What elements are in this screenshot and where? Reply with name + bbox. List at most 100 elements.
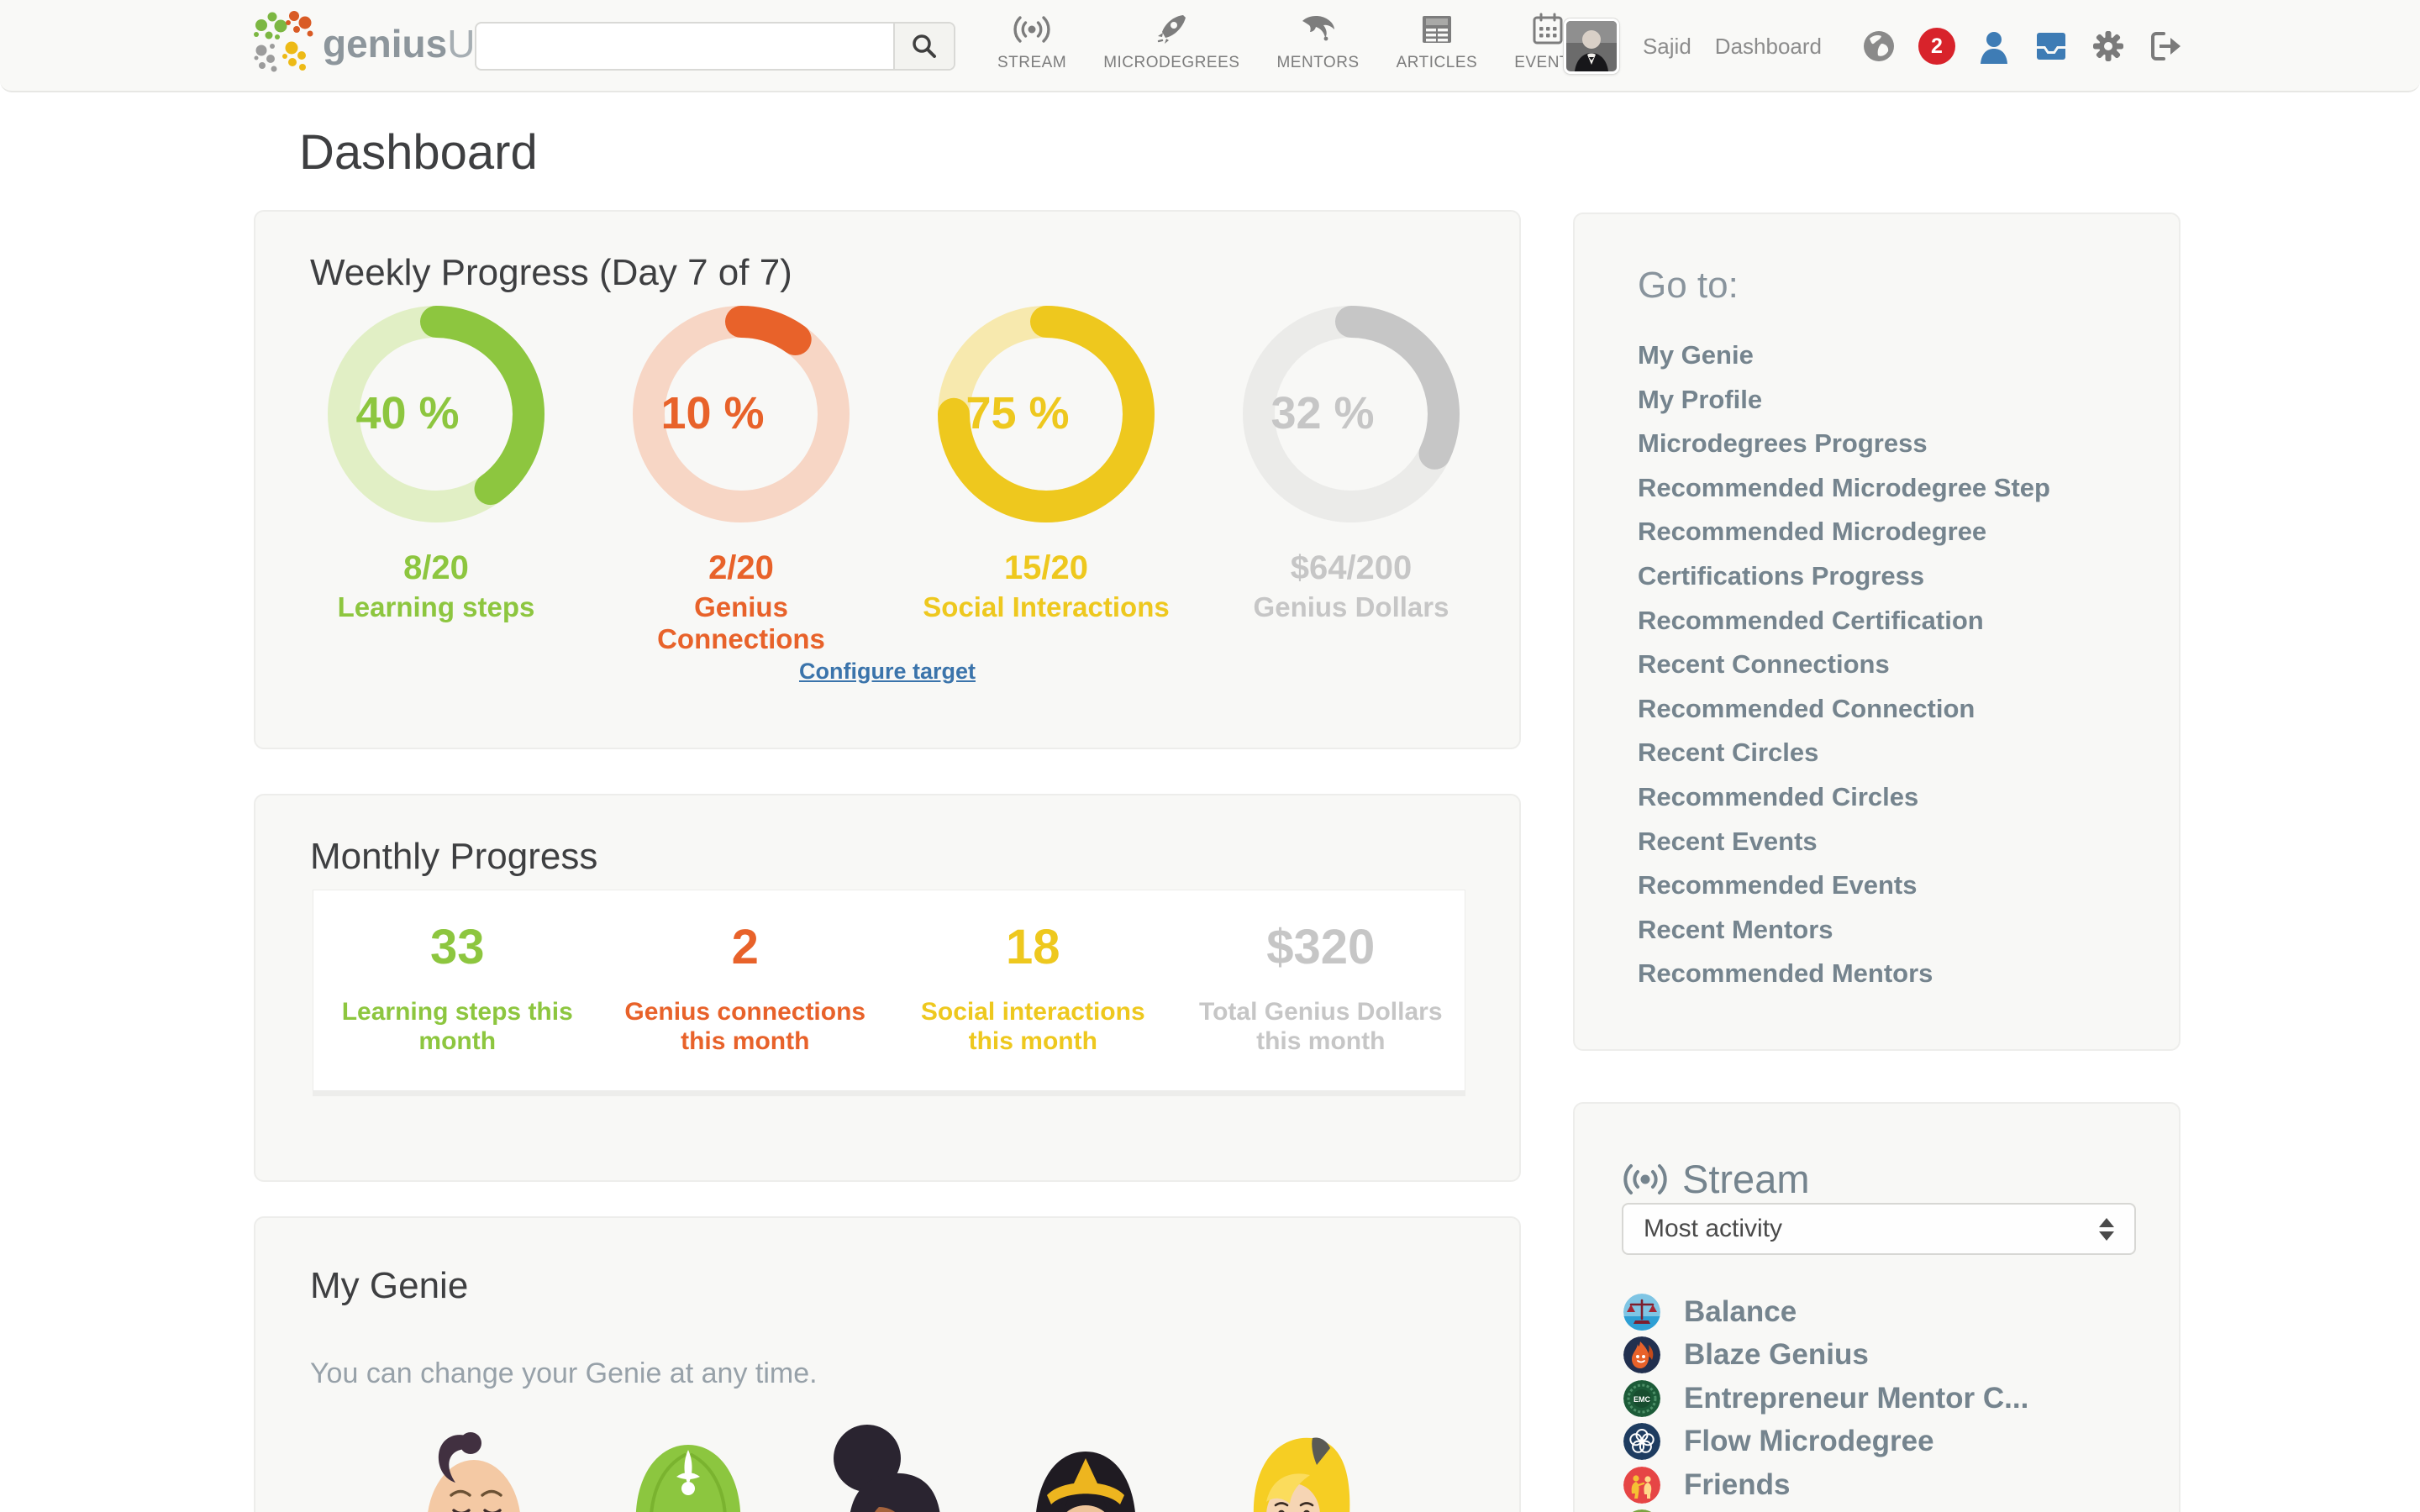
stream-item-friends[interactable]: Friends [1623, 1463, 2144, 1507]
goto-link-recommended-microdegree-step[interactable]: Recommended Microdegree Step [1638, 472, 2050, 502]
my-genie-title: My Genie [310, 1265, 469, 1306]
goto-link-recommended-mentors[interactable]: Recommended Mentors [1638, 958, 1933, 989]
stream-title: Stream [1682, 1157, 1810, 1201]
nav-item-articles[interactable]: ARTICLES [1397, 10, 1478, 72]
gauge-label: Learning steps [337, 591, 535, 622]
goto-link-recent-connections[interactable]: Recent Connections [1638, 649, 1890, 680]
nav-item-stream[interactable]: STREAM [997, 10, 1066, 72]
stream-card: Stream Most activity Balance [1573, 1102, 2181, 1512]
configure-target-link[interactable]: Configure target [798, 659, 976, 684]
donut-chart: 32 % [1243, 306, 1460, 522]
flow-flower-icon [1623, 1423, 1660, 1461]
user-avatar[interactable] [1563, 18, 1619, 74]
donut-chart: 75 % [938, 306, 1155, 522]
stream-item-balance[interactable]: Balance [1623, 1290, 2144, 1334]
stat-social-interactions: 18 Social interactions this month [889, 890, 1177, 1090]
stream-item-label: Balance [1684, 1294, 1797, 1328]
globe-icon[interactable] [1861, 29, 1897, 64]
nav-item-microdegrees[interactable]: MICRODEGREES [1103, 10, 1239, 72]
svg-text:EMC: EMC [1634, 1395, 1651, 1404]
go-to-title: Go to: [1638, 265, 1739, 306]
stat-value: $320 [1266, 920, 1376, 974]
user-name[interactable]: Sajid [1642, 33, 1691, 59]
gauge-genius-dollars: 32 % $64/200 Genius Dollars [1243, 306, 1460, 622]
page-title: Dashboard [299, 125, 538, 180]
stream-header: Stream [1623, 1156, 1810, 1202]
select-arrows-icon [2099, 1217, 2114, 1241]
gauge-label: Genius Dollars [1253, 591, 1449, 622]
gauge-genius-connections: 10 % 2/20 Genius Connections [633, 306, 850, 654]
header-icons: 2 [1850, 28, 2193, 65]
newspaper-icon [1420, 10, 1454, 49]
goto-link-recommended-circles[interactable]: Recommended Circles [1638, 781, 1919, 811]
stream-item-label: Friends [1684, 1467, 1791, 1501]
goto-link-certifications-progress[interactable]: Certifications Progress [1638, 560, 1925, 591]
gauge-value: 2/20 [708, 549, 774, 586]
donut-chart: 40 % [328, 306, 544, 522]
genie-avatar-turban[interactable] [621, 1418, 755, 1512]
gauge-percent: 75 % [965, 387, 1070, 438]
goto-link-recommended-connection[interactable]: Recommended Connection [1638, 693, 1975, 723]
balance-icon [1623, 1293, 1660, 1331]
goto-link-recent-circles[interactable]: Recent Circles [1638, 738, 1819, 768]
gauge-label: Genius Connections [657, 591, 825, 654]
stream-item-partial[interactable] [1623, 1507, 2144, 1512]
my-genie-card: My Genie You can change your Genie at an… [254, 1216, 1521, 1512]
stat-genius-connections: 2 Genius connections this month [602, 890, 890, 1090]
genie-avatar-princess[interactable] [1018, 1418, 1153, 1512]
stream-item-blaze-genius[interactable]: Blaze Genius [1623, 1334, 2144, 1378]
gauge-percent: 10 % [660, 387, 765, 438]
genie-avatar-blonde[interactable] [1231, 1418, 1365, 1512]
monthly-progress-title: Monthly Progress [310, 836, 598, 877]
inbox-icon[interactable] [2033, 29, 2070, 63]
stat-label: Social interactions this month [920, 998, 1145, 1056]
group-icon [1623, 1509, 1660, 1512]
goto-link-recommended-certification[interactable]: Recommended Certification [1638, 605, 1984, 635]
genie-avatar-monk[interactable] [405, 1418, 539, 1512]
go-to-list: My Genie My Profile Microdegrees Progres… [1638, 333, 2050, 996]
goto-link-my-genie[interactable]: My Genie [1638, 340, 1754, 370]
search-button[interactable] [893, 24, 954, 69]
nav-item-mentors[interactable]: MENTORS [1276, 10, 1359, 72]
stream-filter-select[interactable]: Most activity [1622, 1203, 2136, 1255]
goto-link-recent-events[interactable]: Recent Events [1638, 826, 1818, 856]
search-input[interactable] [476, 24, 893, 69]
goto-link-recent-mentors[interactable]: Recent Mentors [1638, 914, 1833, 944]
primary-nav: STREAM MICRODEGREES [979, 10, 1599, 72]
stat-value: 18 [1005, 920, 1060, 974]
gauge-value: $64/200 [1290, 549, 1413, 586]
stat-value: 33 [429, 920, 485, 974]
stream-item-entrepreneur-mentor[interactable]: EMC Entrepreneur Mentor C... [1623, 1377, 2144, 1420]
stat-label: Learning steps this month [341, 998, 573, 1056]
sign-out-icon[interactable] [2147, 30, 2182, 62]
stat-learning-steps: 33 Learning steps this month [313, 890, 602, 1090]
monthly-progress-card: Monthly Progress 33 Learning steps this … [254, 794, 1521, 1182]
nav-label: MICRODEGREES [1103, 54, 1240, 71]
user-area: Sajid Dashboard 2 [1563, 0, 2193, 92]
genie-avatar-bun[interactable] [823, 1418, 958, 1512]
stat-genius-dollars: $320 Total Genius Dollars this month [1177, 890, 1465, 1090]
gauge-social-interactions: 75 % 15/20 Social Interactions [923, 306, 1170, 622]
notifications-badge[interactable]: 2 [1918, 28, 1955, 65]
goto-link-my-profile[interactable]: My Profile [1638, 384, 1763, 414]
notification-count: 2 [1918, 28, 1955, 65]
dolphin-icon [1300, 10, 1337, 49]
settings-gear-icon[interactable] [2091, 29, 2125, 63]
gauge-label: Social Interactions [923, 591, 1170, 622]
gauge-value: 15/20 [1003, 549, 1089, 586]
nav-label: MENTORS [1276, 54, 1360, 71]
my-genie-subtitle: You can change your Genie at any time. [310, 1357, 818, 1389]
rocket-icon [1155, 10, 1188, 49]
donut-chart: 10 % [633, 306, 850, 522]
goto-link-recommended-microdegree[interactable]: Recommended Microdegree [1638, 517, 1987, 547]
profile-icon[interactable] [1977, 29, 2011, 64]
dashboard-link[interactable]: Dashboard [1714, 33, 1822, 59]
geniusu-logo[interactable]: geniusU [250, 8, 475, 79]
global-search [475, 22, 955, 71]
emc-badge-icon: EMC [1623, 1379, 1660, 1417]
stream-item-flow-microdegree[interactable]: Flow Microdegree [1623, 1420, 2144, 1464]
goto-link-recommended-events[interactable]: Recommended Events [1638, 870, 1918, 900]
search-icon [913, 34, 936, 58]
goto-link-microdegrees-progress[interactable]: Microdegrees Progress [1638, 428, 1928, 459]
geniusu-wordmark: geniusU [323, 22, 476, 66]
